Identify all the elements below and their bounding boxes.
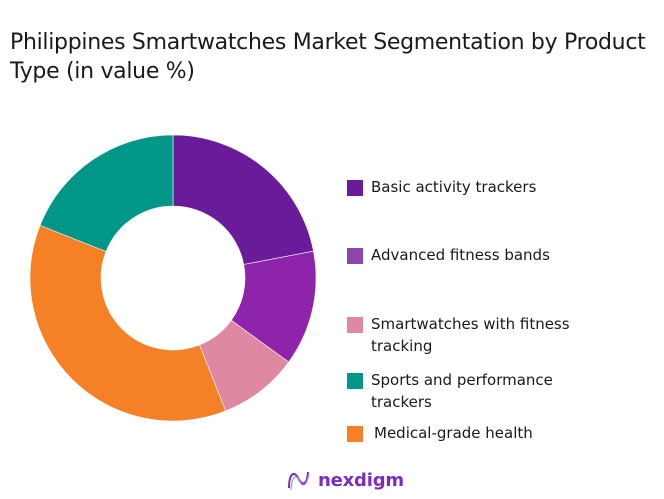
legend-label: Sports and performance trackers [371,371,553,411]
legend-label: Basic activity trackers [371,178,537,196]
legend-label: Smartwatches with fitness tracking [371,315,570,355]
legend-swatch [347,426,363,442]
legend-swatch [347,248,363,264]
legend-item-advanced-fitness-bands: Advanced fitness bands [347,244,611,266]
nexdigm-logo-icon [288,471,310,491]
legend-swatch [347,317,363,333]
legend-label: Medical-grade health [374,424,533,442]
legend-swatch [347,180,363,196]
legend-item-medical-grade-health: Medical-grade health [347,422,614,444]
donut-slice-medical-grade-health [29,224,227,422]
chart-title: Philippines Smartwatches Market Segmenta… [10,30,646,84]
donut-chart [29,134,317,422]
legend-item-sports-and-performance-trackers: Sports and performance trackers [347,369,591,413]
legend-item-smartwatches-with-fitness-tracking: Smartwatches with fitness tracking [347,313,621,357]
legend-label: Advanced fitness bands [371,246,550,264]
brand-name: nexdigm [318,469,404,491]
donut-slice-sports-and-performance-trackers [39,134,174,252]
donut-slice-basic-activity-trackers [172,134,314,265]
brand-footer: nexdigm [286,468,404,492]
legend-item-basic-activity-trackers: Basic activity trackers [347,176,611,198]
legend-swatch [347,373,363,389]
